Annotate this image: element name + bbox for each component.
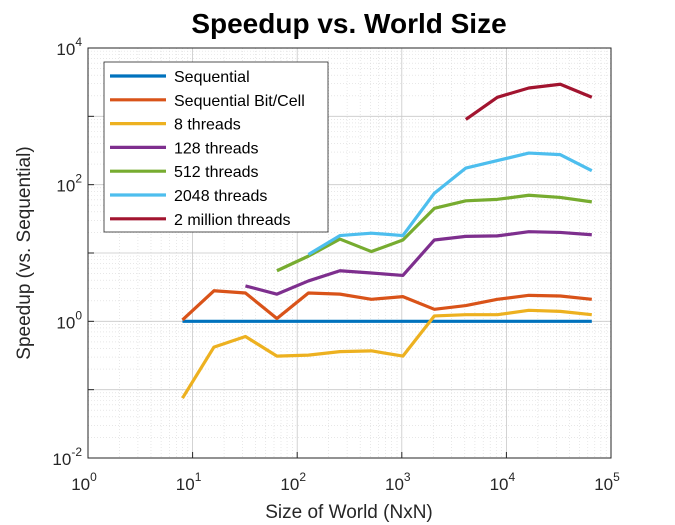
chart-title: Speedup vs. World Size [191, 8, 506, 39]
x-axis-label: Size of World (NxN) [265, 502, 433, 523]
y-tick-label: 102 [56, 172, 82, 196]
x-tick-label: 105 [594, 470, 620, 494]
x-tick-base: 10 [280, 475, 299, 494]
x-tick-exponent: 5 [613, 470, 620, 484]
series-line-128-threads [245, 230, 592, 296]
legend-label-2-million-threads: 2 million threads [174, 212, 291, 229]
x-tick-exponent: 0 [90, 470, 97, 484]
y-tick-base: 10 [52, 450, 71, 469]
legend-label-512-threads: 512 threads [174, 164, 259, 181]
x-tick-base: 10 [594, 475, 613, 494]
plot-border [87, 47, 612, 459]
x-tick-base: 10 [385, 475, 404, 494]
series-line-2048-threads [307, 151, 593, 256]
y-tick-exponent: 4 [75, 35, 82, 49]
legend-label-128-threads: 128 threads [174, 140, 259, 157]
x-tick-exponent: 4 [509, 470, 516, 484]
y-axis-label: Speedup (vs. Sequential) [14, 146, 35, 359]
y-tick-base: 10 [56, 40, 75, 59]
y-tick-base: 10 [56, 177, 75, 196]
x-tick-base: 10 [71, 475, 90, 494]
legend-label-2048-threads: 2048 threads [174, 188, 267, 205]
y-tick-label: 104 [56, 35, 82, 59]
y-tick-exponent: -2 [71, 445, 82, 459]
series-line-8-threads [181, 308, 592, 400]
series-line-512-threads [276, 193, 593, 273]
x-tick-exponent: 1 [195, 470, 202, 484]
y-tick-base: 10 [56, 313, 75, 332]
y-tick-label: 10-2 [52, 445, 82, 469]
legend-label-8-threads: 8 threads [174, 117, 241, 134]
x-tick-base: 10 [490, 475, 509, 494]
y-tick-label: 100 [56, 308, 82, 332]
x-tick-label: 103 [385, 470, 411, 494]
y-tick-exponent: 0 [75, 308, 82, 322]
axis-ticks [87, 47, 612, 459]
x-tick-label: 100 [71, 470, 97, 494]
x-tick-label: 102 [280, 470, 306, 494]
x-tick-label: 104 [490, 470, 516, 494]
x-tick-label: 101 [176, 470, 202, 494]
y-tick-exponent: 2 [75, 172, 82, 186]
x-tick-labels: 100 101 102 103 104 105 [71, 470, 620, 494]
series-lines [181, 82, 593, 400]
x-tick-base: 10 [176, 475, 195, 494]
legend: Sequential Sequential Bit/Cell 8 threads 12… [103, 61, 329, 233]
x-tick-exponent: 2 [299, 470, 306, 484]
x-tick-exponent: 3 [404, 470, 411, 484]
series-line-sequential-bit-cell [181, 289, 592, 322]
legend-label-sequential: Sequential [174, 69, 250, 86]
series-line-2-million-threads [464, 82, 593, 121]
legend-label-sequential-bit-cell: Sequential Bit/Cell [174, 93, 305, 110]
